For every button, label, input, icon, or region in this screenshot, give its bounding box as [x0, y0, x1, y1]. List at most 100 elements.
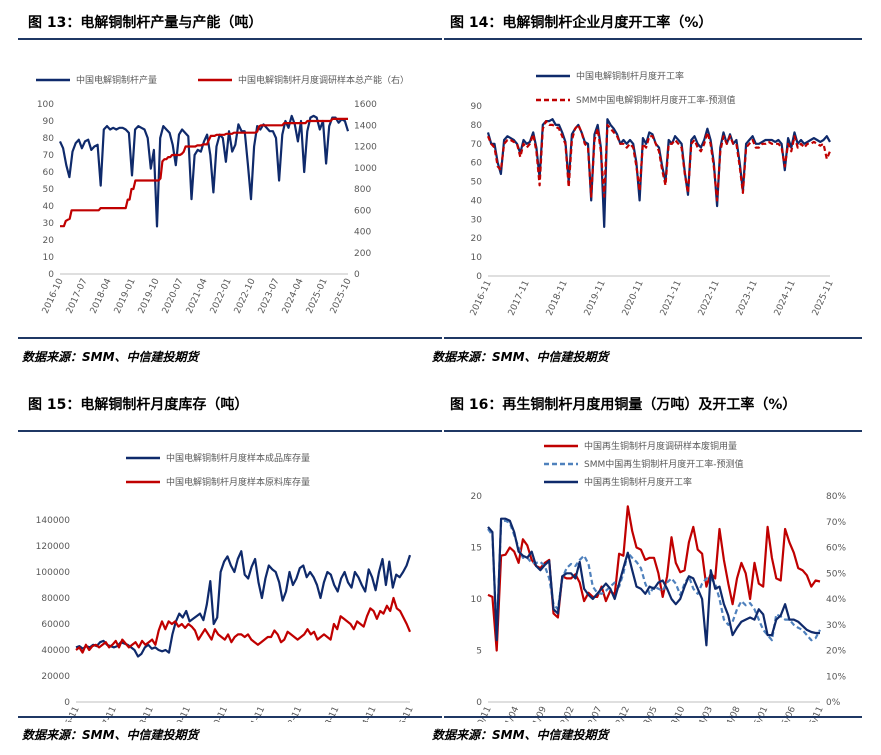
- chart-14-svg: 0 10 20 30 40 50 60 70 80 90 2016-11 2017-11 2018-11…: [469, 70, 836, 317]
- x-tick-label: 2024-11: [773, 279, 798, 317]
- y2-tick-label: 50%: [826, 569, 846, 579]
- series-line-0: [486, 118, 831, 228]
- x-tick-label: 2024/03: [690, 705, 715, 722]
- source-note: 数据来源：SMM、中信建投期货: [22, 728, 199, 742]
- chart-panel-15: 图 15：电解铜制杆月度库存（吨） 0 20000 40000 60000 80000 1…: [18, 382, 442, 755]
- y-tick-label: 10: [471, 595, 483, 605]
- x-tick-label: 2025-10: [329, 277, 354, 316]
- x-tick-label: 2016-10: [41, 277, 66, 316]
- source-rule: [444, 337, 862, 339]
- title-rule: [444, 38, 862, 40]
- x-tick-label: 2025/06: [773, 705, 798, 722]
- x-tick-label: 2023/10: [663, 705, 688, 722]
- y-tick-label: 0: [48, 270, 54, 280]
- legend-label: 中国电解铜制杆月度样本成品库存量: [166, 452, 310, 464]
- x-tick-label: 2017-11: [94, 705, 119, 722]
- legend-label: 中国再生铜制杆月度调研样本废铜用量: [584, 440, 737, 452]
- y2-tick-label: 600: [354, 206, 371, 216]
- x-tick-label: 2022/12: [607, 705, 632, 722]
- y-tick-label: 100: [37, 100, 54, 110]
- series-line-0: [58, 114, 350, 228]
- y-tick-label: 70: [471, 140, 483, 150]
- x-tick-label: 2019-01: [113, 277, 138, 315]
- y2-tick-label: 1400: [354, 121, 377, 131]
- x-tick-label: 2023-11: [735, 279, 760, 317]
- series-line-0: [487, 505, 821, 652]
- x-tick-label: 2019-11: [583, 279, 608, 317]
- legend-label: 中国电解铜制杆产量: [76, 74, 157, 86]
- y2-tick-label: 1200: [354, 143, 377, 153]
- chart-title: 图 13：电解铜制杆产量与产能（吨）: [28, 15, 263, 31]
- x-tick-label: 2025/01: [746, 705, 771, 722]
- y-tick-label: 40: [471, 196, 483, 206]
- x-tick-label: 2018-04: [89, 277, 114, 316]
- x-tick-label: 2017-07: [65, 277, 90, 315]
- x-tick-label: 2018-11: [545, 279, 570, 317]
- x-tick-label: 2019-11: [168, 705, 193, 722]
- y-tick-label: 90: [471, 102, 483, 112]
- y2-tick-label: 60%: [826, 544, 846, 554]
- chart-title: 图 15：电解铜制杆月度库存（吨）: [28, 397, 249, 413]
- x-tick-label: 2024/08: [718, 705, 743, 722]
- x-tick-label: 2018-11: [131, 705, 156, 722]
- x-tick-label: 2021-11: [659, 279, 684, 317]
- y-tick-label: 20: [471, 492, 483, 502]
- x-tick-label: 2020-11: [621, 279, 646, 317]
- y-tick-label: 0: [476, 698, 482, 708]
- y-tick-label: 30: [471, 215, 483, 225]
- y-tick-label: 15: [471, 544, 482, 554]
- x-tick-label: 2017-11: [507, 279, 532, 317]
- x-tick-label: 2019-10: [137, 277, 162, 316]
- y-tick-label: 120000: [36, 542, 71, 552]
- x-tick-label: 2022/07: [580, 705, 605, 722]
- x-tick-label: 2025-11: [811, 279, 836, 317]
- y2-tick-label: 800: [354, 185, 371, 195]
- y2-tick-label: 10%: [826, 672, 846, 682]
- x-tick-label: 2025/11: [801, 705, 826, 722]
- y2-tick-label: 40%: [826, 595, 846, 605]
- x-tick-label: 2021/09: [524, 705, 549, 722]
- y-tick-label: 60: [471, 159, 483, 169]
- source-note: 数据来源：SMM、中信建投期货: [432, 728, 609, 742]
- y2-tick-label: 80%: [826, 492, 846, 502]
- y-tick-label: 30: [43, 219, 55, 229]
- source-rule: [18, 716, 442, 718]
- y-tick-label: 50: [43, 185, 55, 195]
- legend-label: 中国再生铜制杆月度开工率: [584, 476, 692, 488]
- y-tick-label: 100000: [36, 568, 71, 578]
- y-tick-label: 80: [43, 134, 55, 144]
- y-tick-label: 50: [471, 178, 483, 188]
- legend-label: SMM中国再生铜制杆月度开工率-预测值: [584, 458, 744, 470]
- x-tick-label: 2024-04: [281, 277, 306, 316]
- x-tick-label: 2020-11: [205, 705, 230, 722]
- x-tick-label: 2025-01: [305, 277, 330, 315]
- chart-16-svg: 051015200%10%20%30%40%50%60%70%80%2020/1…: [469, 440, 847, 722]
- legend-label: 中国电解铜制杆月度调研样本总产能（右）: [238, 74, 409, 86]
- series-line-2: [487, 517, 820, 647]
- legend-label: 中国电解铜制杆月度开工率: [576, 70, 684, 82]
- title-rule: [18, 430, 442, 432]
- x-tick-label: 2021/04: [497, 705, 522, 722]
- chart-13-svg: 0102030405060708090100020040060080010001…: [36, 74, 409, 316]
- chart-title: 图 16：再生铜制杆月度用铜量（万吨）及开工率（%）: [450, 397, 797, 413]
- series-line-0: [75, 550, 412, 658]
- x-tick-label: 2023-07: [257, 277, 282, 315]
- chart-15-svg: 0 20000 40000 60000 80000 100000 120000 140000 2…: [36, 452, 416, 722]
- y-tick-label: 5: [476, 647, 482, 657]
- y2-tick-label: 70%: [826, 518, 846, 528]
- series-line-1: [75, 596, 412, 654]
- y-tick-label: 40000: [41, 646, 70, 656]
- y-tick-label: 0: [64, 698, 70, 708]
- source-note: 数据来源：SMM、中信建投期货: [432, 350, 609, 364]
- source-rule: [18, 337, 442, 339]
- x-tick-label: 2024-11: [354, 705, 379, 722]
- y-tick-label: 60000: [41, 620, 70, 630]
- y2-tick-label: 0%: [826, 698, 841, 708]
- chart-panel-13: 图 13：电解铜制杆产量与产能（吨） 0 10 20 30 40 50 60 70 80 90 10…: [18, 0, 442, 370]
- x-tick-label: 2022-01: [209, 277, 234, 315]
- y2-tick-label: 1000: [354, 164, 377, 174]
- source-rule: [444, 716, 862, 718]
- y-tick-label: 20: [43, 236, 55, 246]
- x-tick-label: 2022-11: [697, 279, 722, 317]
- y-tick-label: 80000: [41, 594, 70, 604]
